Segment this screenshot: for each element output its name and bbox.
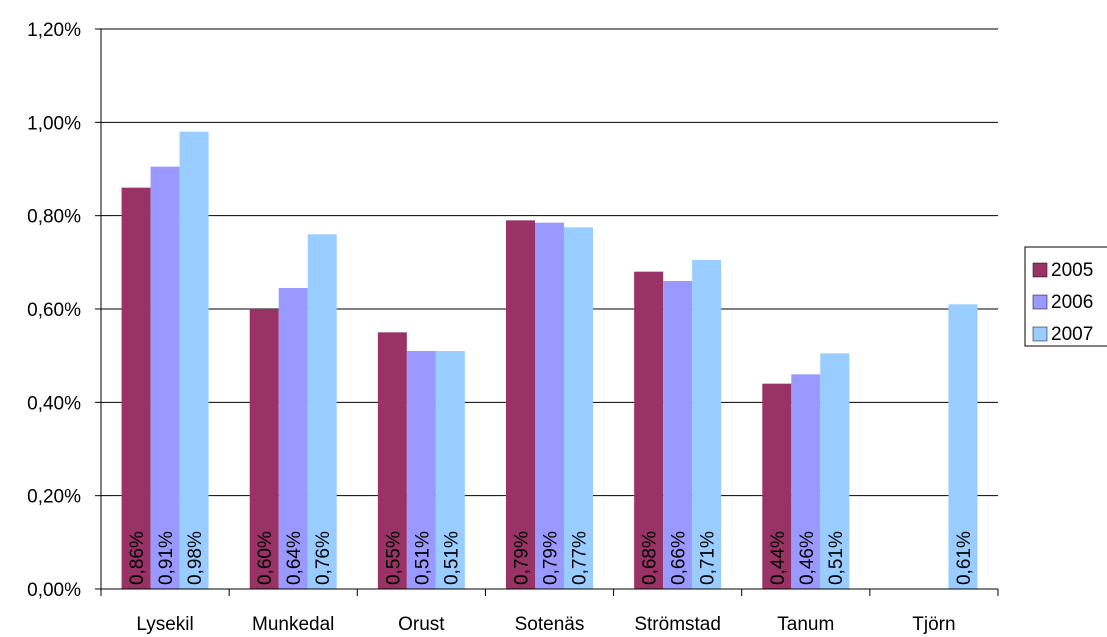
bar-2006-Strömstad (663, 281, 693, 589)
data-label: 0,68% (640, 531, 661, 585)
y-tick-label: 0,00% (27, 580, 81, 601)
x-category-label: Sotenäs (515, 614, 585, 635)
data-label: 0,77% (570, 531, 591, 585)
bar-2005-Orust (377, 332, 407, 589)
bar-2006-Lysekil (150, 166, 180, 589)
data-label: 0,44% (768, 531, 789, 585)
data-label: 0,79% (541, 531, 562, 585)
y-axis-ticks: 0,00% 0,20% 0,40% 0,60% 0,80% 1,00% 1,20% (27, 20, 101, 601)
data-label: 0,86% (127, 531, 148, 585)
x-category-label: Tjörn (912, 614, 955, 635)
data-label: 0,71% (698, 531, 719, 585)
axes (100, 29, 999, 596)
legend-swatch-2007 (1032, 326, 1048, 342)
legend-label: 2007 (1051, 324, 1093, 345)
data-label: 0,51% (441, 531, 462, 585)
bar-2005-Sotenäs (506, 220, 535, 590)
data-labels: 0,86% 0,91% 0,98% 0,60% 0,64% 0,76% 0,55% 0,51%… (127, 531, 975, 585)
y-tick-label: 0,40% (27, 393, 81, 414)
bar-2006-Tanum (791, 374, 821, 589)
x-category-label: Lysekil (136, 614, 193, 635)
bar-2005-Tanum (762, 383, 792, 589)
bar-2006-Sotenäs (535, 222, 564, 589)
bar-2007-Tanum (820, 353, 850, 589)
data-label: 0,79% (512, 531, 533, 585)
x-axis-categories: Lysekil Munkedal Orust Sotenäs Strömstad Tanu… (136, 614, 955, 635)
x-category-label: Orust (398, 614, 445, 635)
data-label: 0,64% (284, 531, 305, 585)
bar-2005-Munkedal (249, 309, 279, 589)
data-label: 0,91% (156, 531, 177, 585)
legend-label: 2005 (1051, 260, 1093, 281)
bar-2007-Tjörn (948, 304, 978, 589)
bar-2005-Strömstad (634, 271, 664, 589)
bar-2007-Strömstad (692, 260, 722, 589)
bar-2006-Orust (406, 351, 436, 589)
legend-swatch-2005 (1032, 262, 1048, 278)
data-label: 0,46% (797, 531, 818, 585)
y-tick-label: 0,20% (27, 487, 81, 508)
legend-label: 2006 (1051, 292, 1093, 313)
data-label: 0,76% (313, 531, 334, 585)
data-label: 0,61% (954, 531, 975, 585)
bar-2005-Lysekil (121, 187, 151, 589)
y-tick-label: 0,60% (27, 300, 81, 321)
bar-2007-Orust (435, 351, 465, 589)
y-tick-label: 0,80% (27, 207, 81, 228)
x-category-label: Strömstad (634, 614, 721, 635)
x-category-label: Tanum (777, 614, 834, 635)
x-category-label: Munkedal (252, 614, 334, 635)
data-label: 0,98% (185, 531, 206, 585)
data-label: 0,51% (412, 531, 433, 585)
bar-2007-Munkedal (307, 234, 337, 590)
bar-2007-Lysekil (179, 131, 209, 589)
bars (121, 131, 978, 590)
legend-swatch-2006 (1032, 294, 1048, 310)
bar-2007-Sotenäs (564, 227, 593, 590)
y-tick-label: 1,20% (27, 20, 81, 41)
legend: 2005 2006 2007 (1024, 246, 1107, 347)
data-label: 0,55% (383, 531, 404, 585)
data-label: 0,60% (255, 531, 276, 585)
data-label: 0,51% (826, 531, 847, 585)
data-label: 0,66% (669, 531, 690, 585)
bar-2006-Munkedal (278, 288, 308, 589)
y-tick-label: 1,00% (27, 113, 81, 134)
